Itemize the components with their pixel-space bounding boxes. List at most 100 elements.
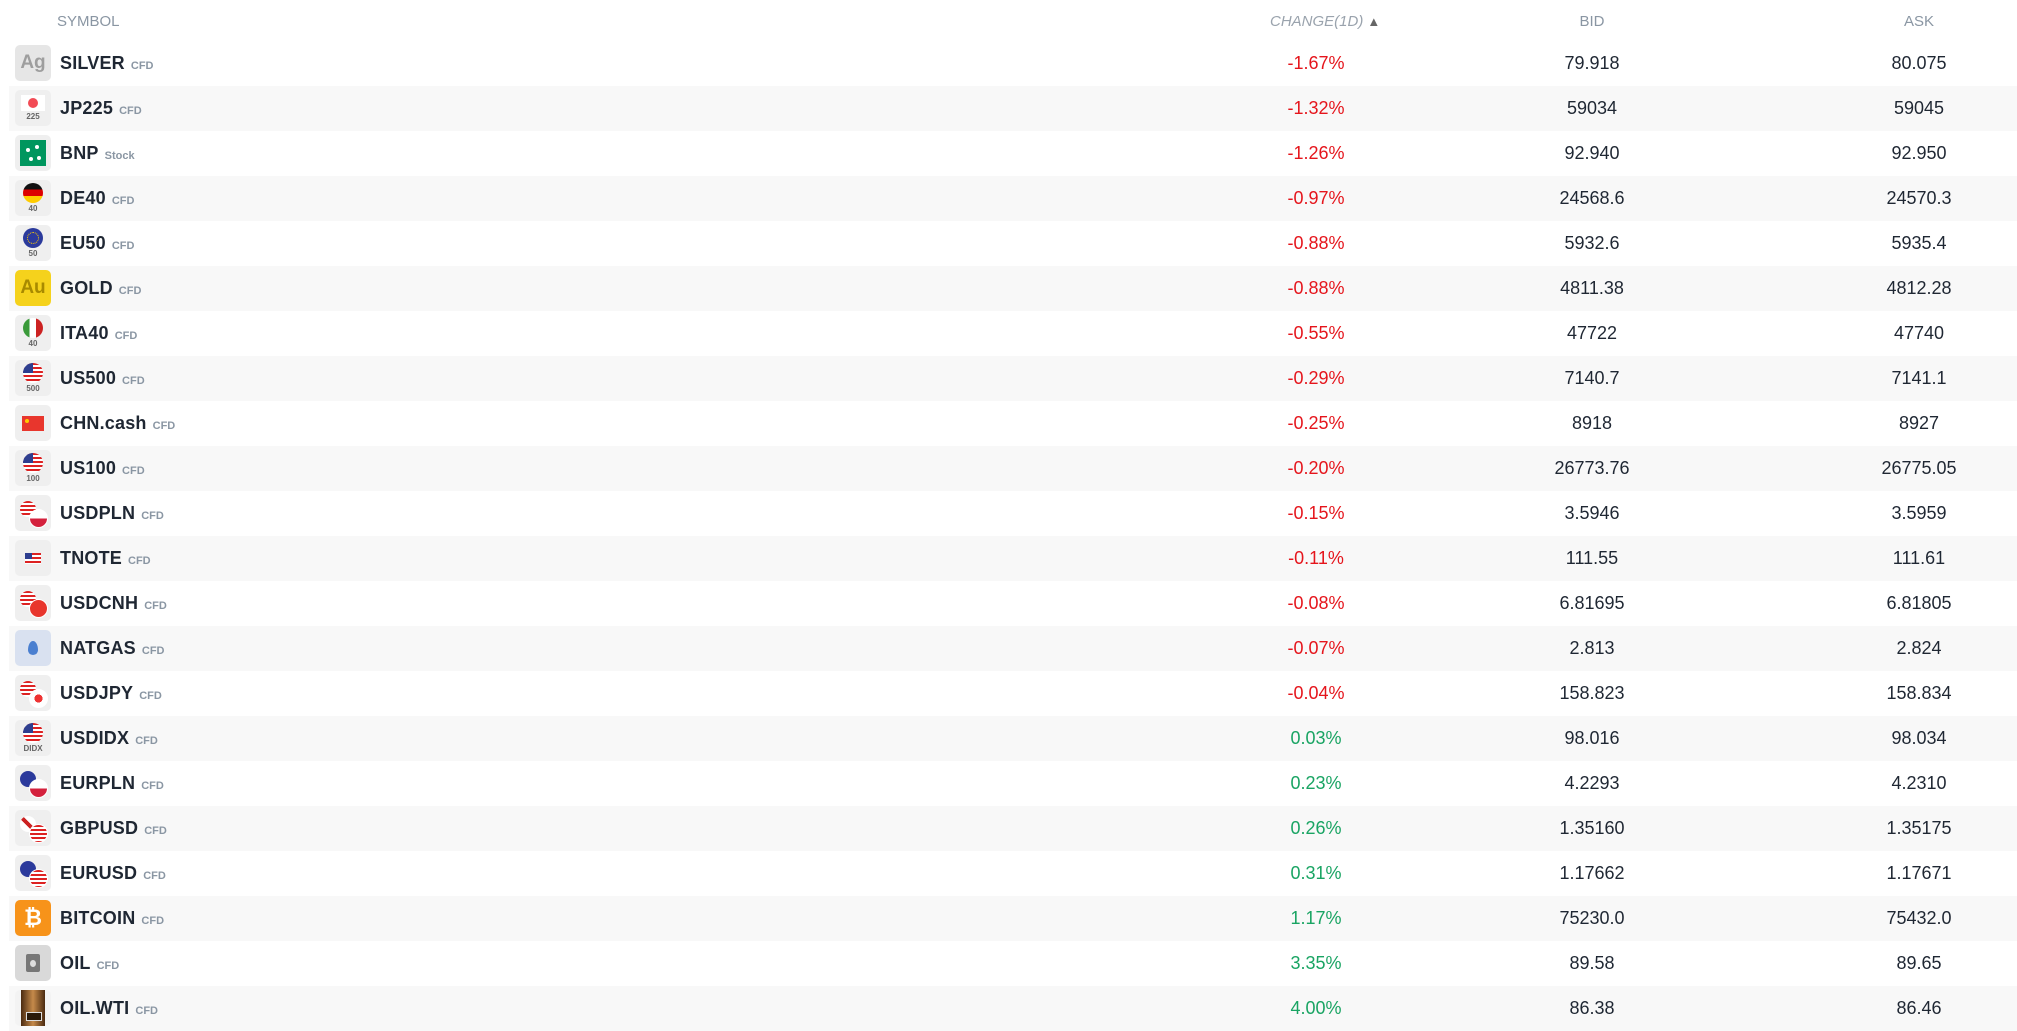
ask-price[interactable]: 5935.4	[1891, 233, 1947, 253]
symbol-label: NATGAS	[60, 638, 136, 658]
instrument-row[interactable]: TNOTE CFD -0.11% 111.55 111.61	[9, 536, 2017, 581]
ask-price[interactable]: 80.075	[1891, 53, 1947, 73]
symbol-label: CHN.cash	[60, 413, 147, 433]
ask-price[interactable]: 1.35175	[1886, 818, 1952, 838]
instrument-row[interactable]: 225 JP225 CFD -1.32% 59034 59045	[9, 86, 2017, 131]
instrument-row[interactable]: 40 ITA40 CFD -0.55% 47722 47740	[9, 311, 2017, 356]
instrument-row[interactable]: OIL.WTI CFD 4.00% 86.38 86.46	[9, 986, 2017, 1031]
bid-price[interactable]: 1.35160	[1559, 818, 1625, 838]
instrument-type-tag: CFD	[141, 510, 164, 522]
instrument-type-tag: CFD	[96, 960, 120, 972]
icon-label: 225	[26, 112, 40, 121]
instrument-row[interactable]: USDCNH CFD -0.08% 6.81695 6.81805	[9, 581, 2017, 626]
instrument-row[interactable]: 50 EU50 CFD -0.88% 5932.6 5935.4	[9, 221, 2017, 266]
bid-price[interactable]: 4811.38	[1560, 278, 1624, 298]
ask-price[interactable]: 3.5959	[1891, 503, 1947, 523]
symbol-name: TNOTE CFD	[60, 548, 151, 569]
instrument-row[interactable]: USDPLN CFD -0.15% 3.5946 3.5959	[9, 491, 2017, 536]
change-value: -0.07%	[1287, 638, 1345, 658]
symbol-column-header[interactable]: SYMBOL	[57, 13, 120, 30]
symbol-label: GOLD	[60, 278, 113, 298]
ask-price[interactable]: 2.824	[1896, 638, 1942, 658]
ask-price[interactable]: 158.834	[1886, 683, 1952, 703]
instrument-row[interactable]: DIDX USDIDX CFD 0.03% 98.016 98.034	[9, 716, 2017, 761]
instrument-row[interactable]: USDJPY CFD -0.04% 158.823 158.834	[9, 671, 2017, 716]
ask-price[interactable]: 98.034	[1891, 728, 1947, 748]
ask-price[interactable]: 8927	[1898, 413, 1940, 433]
instrument-row[interactable]: GBPUSD CFD 0.26% 1.35160 1.35175	[9, 806, 2017, 851]
instrument-row[interactable]: BNP Stock -1.26% 92.940 92.950	[9, 131, 2017, 176]
icon-label: 40	[28, 339, 38, 348]
eur-usd-flags-icon	[15, 855, 51, 891]
change-column-header[interactable]: CHANGE(1D) ▲	[1270, 13, 1380, 30]
instrument-row[interactable]: Au GOLD CFD -0.88% 4811.38 4812.28	[9, 266, 2017, 311]
bid-price[interactable]: 92.940	[1564, 143, 1620, 163]
ask-price[interactable]: 1.17671	[1886, 863, 1952, 883]
symbol-label: USDPLN	[60, 503, 136, 523]
germany-flag-icon: 40	[15, 180, 51, 216]
bid-price[interactable]: 5932.6	[1564, 233, 1620, 253]
instrument-row[interactable]: 40 DE40 CFD -0.97% 24568.6 24570.3	[9, 176, 2017, 221]
instrument-list: Ag SILVER CFD -1.67% 79.918 80.075 225 JP225 CFD…	[0, 41, 2017, 1031]
ask-price[interactable]: 86.46	[1896, 998, 1942, 1018]
ask-price[interactable]: 75432.0	[1886, 908, 1952, 928]
bid-price[interactable]: 89.58	[1569, 953, 1615, 973]
instrument-row[interactable]: ₿ BITCOIN CFD 1.17% 75230.0 75432.0	[9, 896, 2017, 941]
us-flag-icon: 500	[15, 360, 51, 396]
instrument-row[interactable]: NATGAS CFD -0.07% 2.813 2.824	[9, 626, 2017, 671]
instrument-row[interactable]: EURUSD CFD 0.31% 1.17662 1.17671	[9, 851, 2017, 896]
bid-price[interactable]: 2.813	[1569, 638, 1615, 658]
bid-price[interactable]: 75230.0	[1559, 908, 1625, 928]
bid-price[interactable]: 7140.7	[1564, 368, 1620, 388]
bid-price[interactable]: 47722	[1566, 323, 1618, 343]
ask-price[interactable]: 7141.1	[1891, 368, 1947, 388]
symbol-name: GOLD CFD	[60, 278, 141, 299]
symbol-name: OIL CFD	[60, 953, 119, 974]
silver-ag-icon: Ag	[15, 45, 51, 81]
ask-price[interactable]: 89.65	[1896, 953, 1942, 973]
ask-price[interactable]: 24570.3	[1886, 188, 1952, 208]
ask-price[interactable]: 47740	[1893, 323, 1945, 343]
bid-price[interactable]: 8918	[1571, 413, 1613, 433]
change-value: -0.29%	[1287, 368, 1345, 388]
instrument-row[interactable]: OIL CFD 3.35% 89.58 89.65	[9, 941, 2017, 986]
bid-price[interactable]: 79.918	[1564, 53, 1620, 73]
ask-price[interactable]: 6.81805	[1886, 593, 1952, 613]
ask-column-header[interactable]: ASK	[1903, 13, 1935, 30]
instrument-row[interactable]: 500 US500 CFD -0.29% 7140.7 7141.1	[9, 356, 2017, 401]
symbol-label: USDJPY	[60, 683, 134, 703]
bid-price[interactable]: 6.81695	[1559, 593, 1625, 613]
ask-price[interactable]: 26775.05	[1881, 458, 1957, 478]
bid-price[interactable]: 4.2293	[1564, 773, 1620, 793]
instrument-type-tag: CFD	[141, 780, 164, 792]
bid-price[interactable]: 24568.6	[1559, 188, 1625, 208]
eu-flag-icon: 50	[15, 225, 51, 261]
bid-price[interactable]: 158.823	[1559, 683, 1625, 703]
symbol-name: ITA40 CFD	[60, 323, 137, 344]
ask-price[interactable]: 59045	[1893, 98, 1945, 118]
ask-price[interactable]: 4.2310	[1891, 773, 1947, 793]
bid-price[interactable]: 98.016	[1564, 728, 1620, 748]
change-value: -0.25%	[1287, 413, 1345, 433]
instrument-row[interactable]: EURPLN CFD 0.23% 4.2293 4.2310	[9, 761, 2017, 806]
bid-price[interactable]: 3.5946	[1564, 503, 1620, 523]
instrument-row[interactable]: 100 US100 CFD -0.20% 26773.76 26775.05	[9, 446, 2017, 491]
ask-price[interactable]: 92.950	[1891, 143, 1947, 163]
instrument-row[interactable]: CHN.cash CFD -0.25% 8918 8927	[9, 401, 2017, 446]
oil-barrel-icon	[15, 945, 51, 981]
gas-flame-icon	[15, 630, 51, 666]
usd-pln-flags-icon	[15, 495, 51, 531]
usd-jpy-flags-icon	[15, 675, 51, 711]
change-value: 0.26%	[1290, 818, 1342, 838]
bid-column-header[interactable]: BID	[1579, 13, 1605, 30]
ask-price[interactable]: 4812.28	[1886, 278, 1952, 298]
instrument-type-tag: CFD	[128, 555, 151, 567]
bid-price[interactable]: 111.55	[1565, 548, 1619, 568]
instrument-row[interactable]: Ag SILVER CFD -1.67% 79.918 80.075	[9, 41, 2017, 86]
bid-price[interactable]: 1.17662	[1559, 863, 1625, 883]
bid-price[interactable]: 86.38	[1569, 998, 1615, 1018]
bid-price[interactable]: 26773.76	[1554, 458, 1630, 478]
bid-price[interactable]: 59034	[1566, 98, 1618, 118]
change-value: 1.17%	[1290, 908, 1342, 928]
ask-price[interactable]: 111.61	[1892, 548, 1946, 568]
